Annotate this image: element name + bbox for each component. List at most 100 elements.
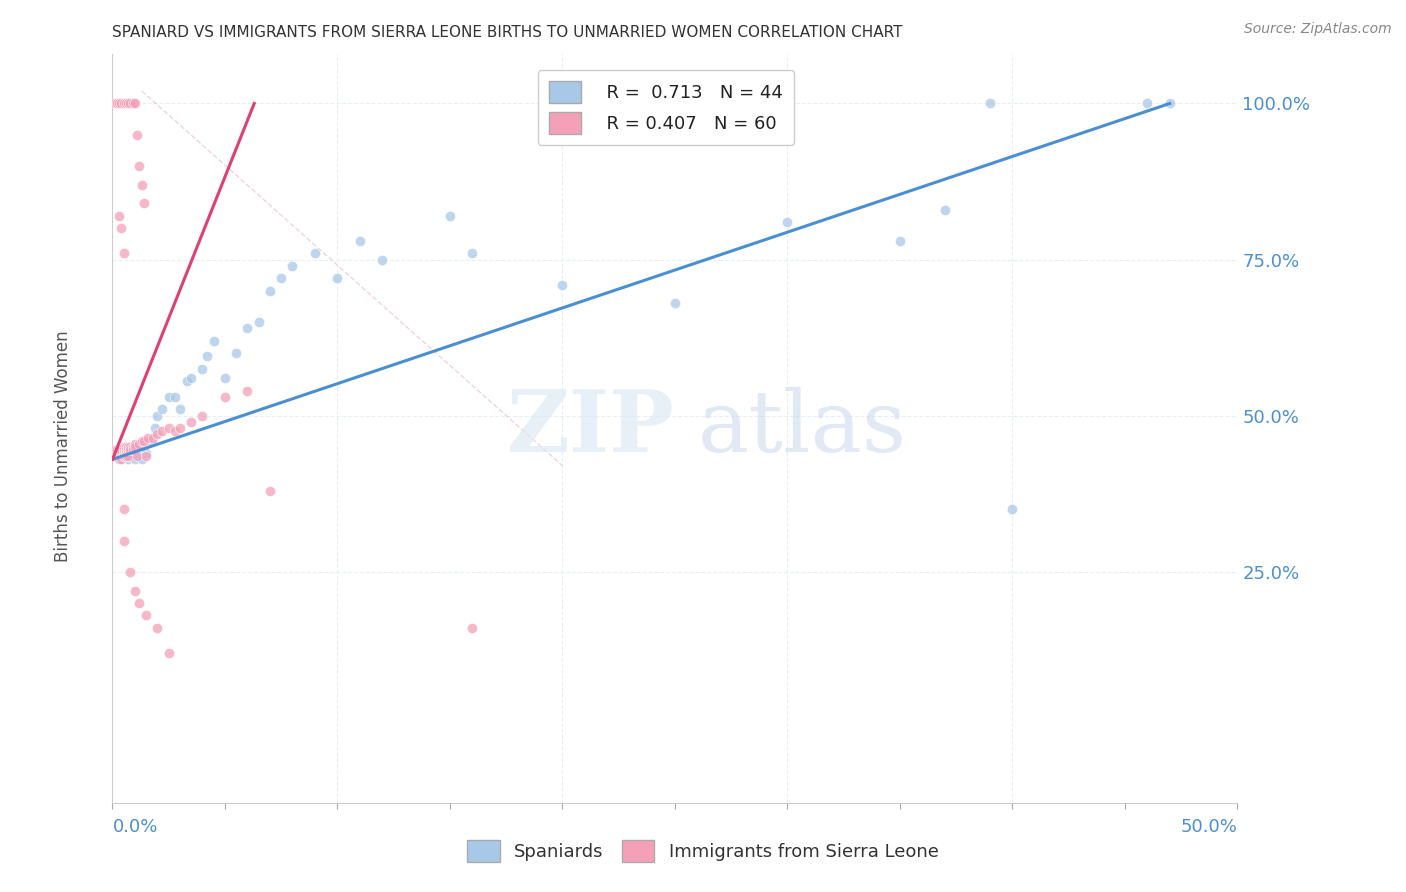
- Point: [135, 608, 157, 623]
- Point: [135, 446, 157, 460]
- Point: [143, 421, 166, 435]
- Point: [664, 296, 686, 310]
- Point: [112, 96, 135, 111]
- Point: [104, 96, 127, 111]
- Point: [112, 246, 135, 260]
- Point: [112, 440, 135, 454]
- Point: [115, 443, 138, 457]
- Point: [117, 450, 139, 464]
- Point: [112, 450, 135, 464]
- Point: [461, 246, 484, 260]
- Point: [110, 452, 132, 467]
- Point: [127, 450, 149, 464]
- Point: [121, 96, 143, 111]
- Point: [236, 321, 259, 335]
- Point: [108, 96, 131, 111]
- Point: [115, 443, 138, 457]
- Point: [117, 440, 139, 454]
- Point: [176, 375, 198, 389]
- Point: [105, 450, 128, 464]
- Point: [128, 159, 150, 173]
- Point: [108, 446, 131, 460]
- Point: [165, 425, 187, 439]
- Point: [128, 450, 150, 464]
- Point: [225, 346, 247, 360]
- Point: [180, 415, 202, 429]
- Point: [121, 446, 143, 460]
- Point: [115, 450, 138, 464]
- Point: [157, 421, 180, 435]
- Point: [979, 96, 1001, 111]
- Point: [131, 178, 153, 192]
- Text: Births to Unmarried Women: Births to Unmarried Women: [55, 330, 72, 562]
- Point: [121, 440, 143, 454]
- Point: [105, 450, 128, 464]
- Point: [110, 450, 132, 464]
- Point: [180, 371, 202, 385]
- Point: [191, 409, 214, 423]
- Point: [461, 621, 484, 635]
- Text: ZIP: ZIP: [508, 386, 675, 470]
- Text: 50.0%: 50.0%: [1181, 819, 1237, 837]
- Point: [110, 221, 132, 235]
- Point: [202, 334, 225, 348]
- Point: [112, 446, 135, 460]
- Point: [124, 96, 146, 111]
- Point: [138, 431, 160, 445]
- Point: [934, 202, 956, 217]
- Point: [104, 450, 127, 464]
- Text: atlas: atlas: [697, 386, 907, 470]
- Point: [247, 315, 270, 329]
- Point: [108, 209, 131, 223]
- Point: [115, 96, 138, 111]
- Point: [281, 259, 304, 273]
- Point: [110, 452, 132, 467]
- Point: [112, 533, 135, 548]
- Point: [127, 128, 149, 142]
- Point: [104, 443, 127, 457]
- Legend:   R =  0.713   N = 44,   R = 0.407   N = 60: R = 0.713 N = 44, R = 0.407 N = 60: [537, 70, 794, 145]
- Point: [117, 452, 139, 467]
- Point: [105, 446, 128, 460]
- Point: [165, 390, 187, 404]
- Point: [121, 443, 143, 457]
- Point: [117, 443, 139, 457]
- Text: SPANIARD VS IMMIGRANTS FROM SIERRA LEONE BIRTHS TO UNMARRIED WOMEN CORRELATION C: SPANIARD VS IMMIGRANTS FROM SIERRA LEONE…: [112, 25, 903, 40]
- Point: [108, 450, 131, 464]
- Point: [108, 450, 131, 464]
- Point: [105, 96, 128, 111]
- Point: [108, 96, 131, 111]
- Point: [326, 271, 349, 285]
- Text: Source: ZipAtlas.com: Source: ZipAtlas.com: [1244, 22, 1392, 37]
- Point: [112, 443, 135, 457]
- Point: [115, 440, 138, 454]
- Point: [115, 96, 138, 111]
- Point: [124, 452, 146, 467]
- Text: 0.0%: 0.0%: [112, 819, 157, 837]
- Point: [115, 446, 138, 460]
- Point: [120, 440, 142, 454]
- Point: [112, 450, 135, 464]
- Point: [214, 390, 236, 404]
- Point: [124, 583, 146, 598]
- Point: [1001, 502, 1024, 516]
- Point: [120, 96, 142, 111]
- Point: [128, 437, 150, 451]
- Point: [135, 450, 157, 464]
- Point: [128, 596, 150, 610]
- Point: [117, 96, 139, 111]
- Point: [124, 440, 146, 454]
- Point: [889, 234, 911, 248]
- Point: [131, 434, 153, 448]
- Point: [120, 96, 142, 111]
- Point: [371, 252, 394, 267]
- Point: [110, 443, 132, 457]
- Point: [195, 350, 218, 364]
- Point: [157, 646, 180, 660]
- Point: [150, 402, 173, 417]
- Point: [124, 437, 146, 451]
- Point: [108, 443, 131, 457]
- Legend: Spaniards, Immigrants from Sierra Leone: Spaniards, Immigrants from Sierra Leone: [460, 833, 946, 870]
- Point: [120, 450, 142, 464]
- Point: [169, 402, 191, 417]
